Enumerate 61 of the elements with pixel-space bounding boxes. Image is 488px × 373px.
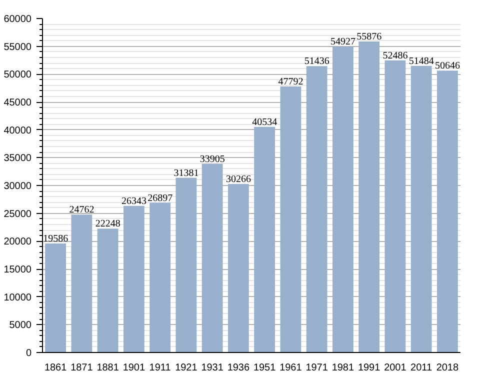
- bar: [280, 86, 302, 352]
- bar: [436, 70, 458, 352]
- y-tick-label: 10000: [4, 292, 32, 304]
- bar: [306, 66, 328, 352]
- bar: [228, 184, 249, 352]
- data-label: 40534: [252, 116, 278, 128]
- bar: [254, 126, 276, 352]
- x-tick-label: 1991: [358, 362, 381, 373]
- y-tick-label: 0: [26, 348, 32, 359]
- bar: [358, 41, 380, 352]
- x-tick-label: 1971: [306, 362, 328, 373]
- x-tick-label: 1881: [96, 362, 120, 373]
- data-label: 51484: [408, 56, 434, 67]
- x-tick-label: 1901: [122, 362, 146, 373]
- bar: [202, 164, 223, 352]
- data-label: 33905: [200, 154, 225, 165]
- y-tick-label: 15000: [4, 264, 32, 276]
- bar: [410, 66, 432, 352]
- data-label: 26897: [148, 192, 173, 204]
- data-label: 54927: [330, 36, 356, 48]
- data-label: 31381: [174, 168, 199, 179]
- y-tick-label: 45000: [4, 98, 32, 108]
- y-tick-label: 30000: [4, 181, 32, 192]
- x-tick-label: 1871: [70, 362, 94, 373]
- x-tick-label: 1931: [201, 362, 224, 373]
- bar: [123, 206, 144, 352]
- data-label: 50646: [434, 60, 460, 72]
- bar: [384, 60, 406, 352]
- x-tick-label: 1936: [227, 362, 250, 373]
- x-tick-label: 2001: [384, 362, 407, 373]
- y-tick-label: 40000: [4, 125, 32, 136]
- y-tick-label: 60000: [4, 14, 32, 25]
- data-label: 30266: [226, 174, 251, 186]
- bar: [150, 202, 171, 352]
- y-tick-label: 20000: [4, 236, 32, 248]
- x-tick-label: 1861: [44, 362, 68, 373]
- y-tick-label: 5000: [9, 320, 32, 332]
- data-label: 55876: [356, 31, 382, 42]
- bar: [71, 214, 92, 352]
- bar: [332, 46, 354, 352]
- data-label: 52486: [382, 50, 408, 62]
- x-tick-label: 1951: [253, 362, 276, 373]
- x-tick-label: 1921: [175, 362, 198, 373]
- bar: [176, 178, 197, 352]
- x-tick-label: 2018: [436, 362, 459, 373]
- data-label: 22248: [95, 218, 120, 230]
- data-label: 47792: [278, 76, 304, 88]
- x-tick-label: 1981: [332, 362, 354, 373]
- data-label: 19586: [43, 233, 68, 244]
- x-tick-label: 1961: [280, 362, 302, 373]
- x-tick-label: 1911: [149, 362, 172, 373]
- data-label: 51436: [304, 56, 330, 68]
- bar: [45, 243, 66, 352]
- y-tick-label: 55000: [4, 42, 32, 53]
- y-tick-label: 25000: [4, 208, 32, 220]
- data-label: 24762: [69, 204, 94, 216]
- x-tick-label: 2011: [410, 362, 433, 373]
- bar: [97, 228, 118, 352]
- y-tick-label: 35000: [4, 153, 32, 164]
- y-tick-label: 50000: [4, 70, 32, 81]
- data-label: 26343: [121, 196, 146, 207]
